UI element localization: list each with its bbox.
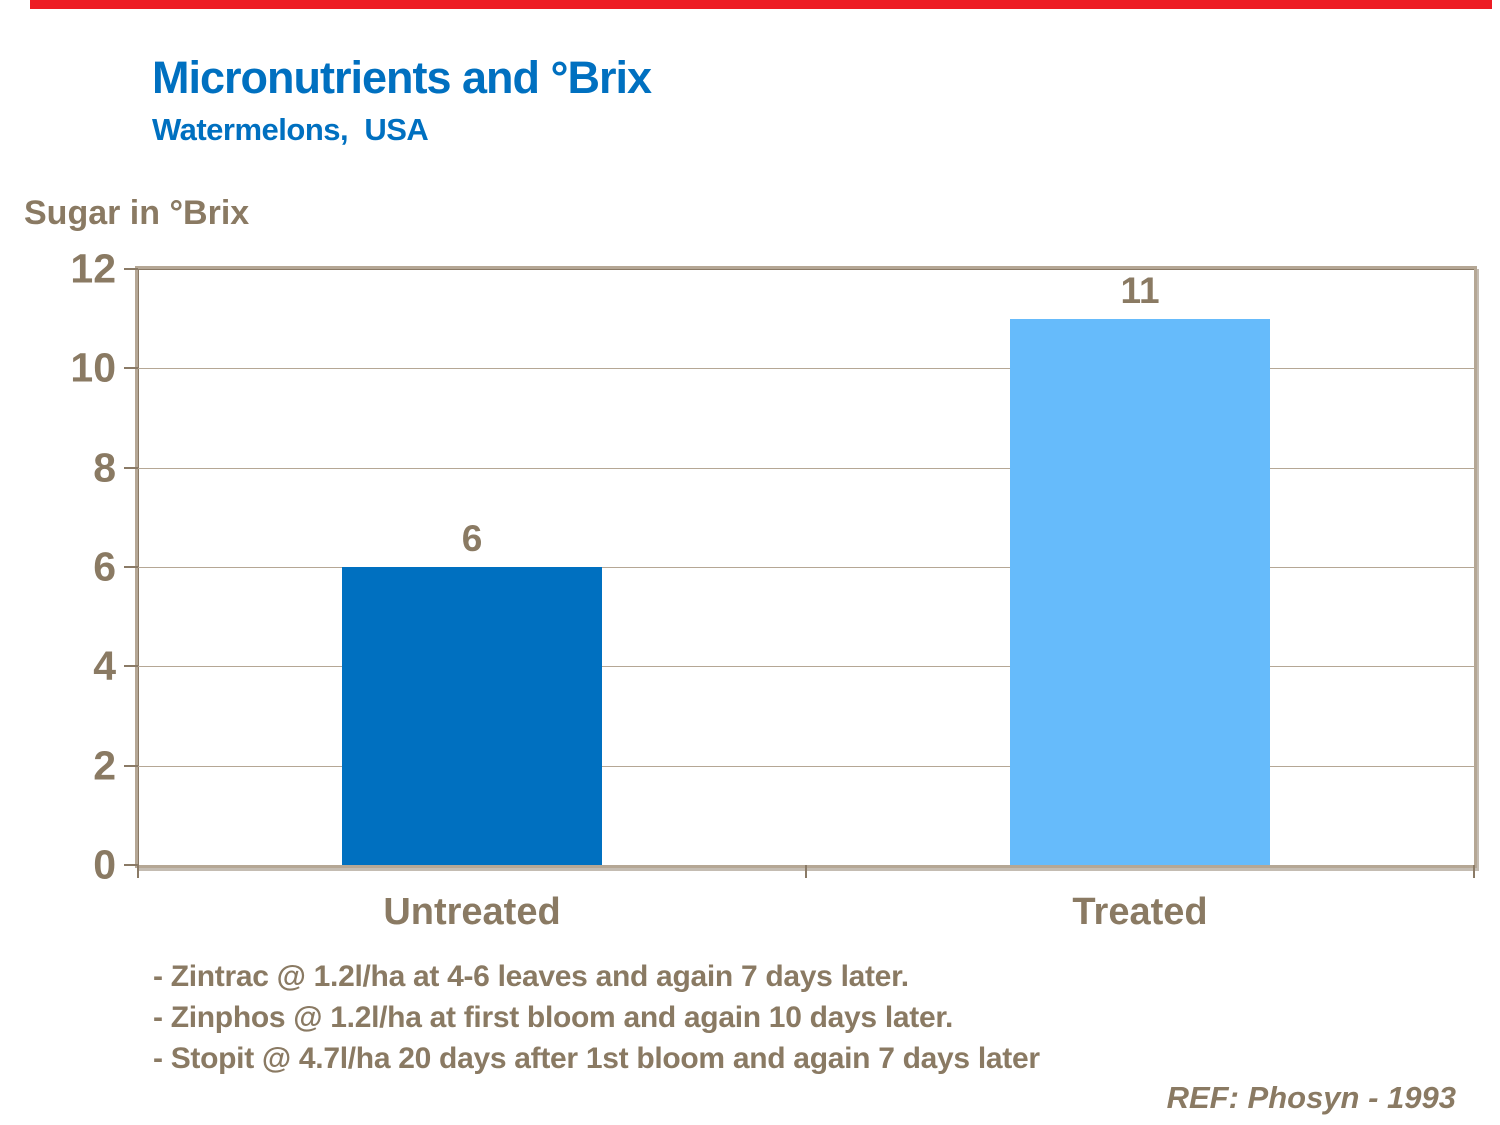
x-category-label: Treated (1072, 891, 1208, 933)
footnote-line: - Zinphos @ 1.2l/ha at first bloom and a… (153, 1001, 954, 1034)
chart-subtitle: Watermelons, USA (152, 112, 429, 147)
x-category-label: Untreated (383, 891, 561, 933)
top-red-bar (30, 0, 1492, 9)
footnote-line: - Zintrac @ 1.2l/ha at 4-6 leaves and ag… (153, 960, 909, 993)
y-tick-mark (124, 268, 138, 270)
gridline (138, 467, 1474, 469)
x-tick-mark (1473, 865, 1475, 878)
plot-area: 0 2 4 6 8 10 12 6 Untreated 11 Treated (70, 248, 1477, 933)
y-tick-mark (124, 864, 138, 866)
bar-untreated (341, 567, 603, 865)
y-tick-label: 10 (70, 344, 116, 391)
footnote-line: - Stopit @ 4.7l/ha 20 days after 1st blo… (153, 1042, 1040, 1075)
y-tick-label: 8 (93, 444, 116, 491)
y-tick-mark (124, 367, 138, 370)
y-tick-label: 4 (93, 642, 116, 689)
bar-value-label: 6 (461, 518, 483, 559)
bar-value-label: 11 (1120, 269, 1160, 311)
y-tick-label: 2 (93, 742, 116, 789)
y-tick-label: 6 (93, 543, 116, 590)
y-tick-mark (124, 566, 138, 568)
x-tick-mark (805, 865, 807, 878)
footnotes-block: - Zintrac @ 1.2l/ha at 4-6 leaves and ag… (153, 956, 1040, 1079)
chart-title: Micronutrients and °Brix (152, 52, 652, 103)
gridline (138, 666, 1474, 668)
gridline (138, 368, 1474, 370)
y-tick-label: 0 (93, 841, 116, 888)
bar-treated (1009, 318, 1271, 865)
y-tick-mark (124, 466, 138, 469)
y-tick-label: 12 (70, 245, 116, 292)
y-axis-title: Sugar in °Brix (24, 194, 250, 232)
y-tick-mark (124, 665, 138, 668)
gridline (138, 567, 1474, 568)
y-tick-mark (124, 764, 138, 767)
gridline (138, 765, 1474, 767)
x-tick-mark (137, 865, 139, 878)
reference-text: REF: Phosyn - 1993 (1166, 1080, 1456, 1115)
